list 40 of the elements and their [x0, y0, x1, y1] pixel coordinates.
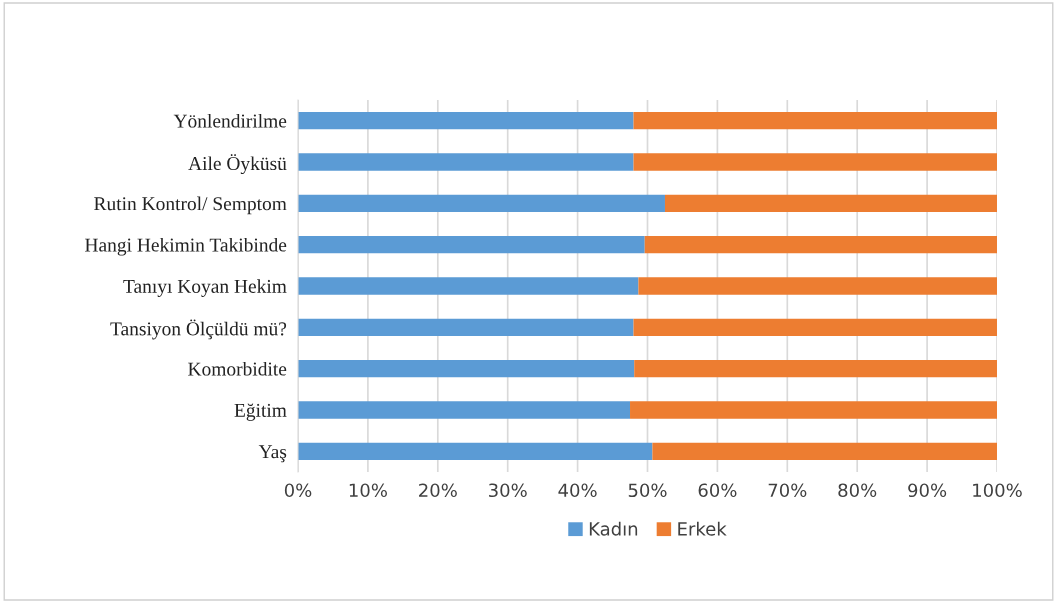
- legend-label: Kadın: [589, 521, 638, 536]
- y-tick-label: Hangi Hekimin Takibinde: [85, 237, 287, 256]
- bar: [634, 359, 997, 378]
- y-tick-label: Yönlendirilme: [173, 113, 287, 128]
- bar: [298, 359, 635, 378]
- x-tick-label: 80%: [838, 483, 877, 498]
- bar: [633, 153, 997, 171]
- x-tick-label: 90%: [908, 483, 947, 498]
- bar: [298, 442, 653, 461]
- legend-label: Erkek: [678, 521, 727, 536]
- bar: [644, 235, 997, 254]
- y-tick-label: Tansiyon Ölçüldü mü?: [110, 319, 287, 340]
- x-tick-label: 50%: [628, 483, 667, 498]
- x-tick-label: 20%: [419, 483, 457, 498]
- bar: [298, 111, 634, 130]
- bar: [664, 194, 997, 213]
- bar: [298, 401, 631, 419]
- x-tick-label: 70%: [768, 483, 807, 498]
- bar: [630, 401, 997, 419]
- bar: [298, 153, 634, 171]
- bar: [298, 194, 665, 213]
- x-tick-label: 60%: [698, 483, 737, 498]
- bar: [298, 277, 639, 295]
- x-tick-label: 40%: [558, 483, 597, 498]
- x-tick-label: 30%: [489, 483, 527, 498]
- bar: [633, 111, 997, 130]
- x-tick-label: 0%: [284, 483, 312, 498]
- y-tick-label: Yaş: [258, 445, 287, 463]
- y-tick-label: Tanıyı Koyan Hekim: [123, 279, 287, 297]
- bar: [298, 318, 634, 337]
- x-tick-label: 100%: [973, 483, 1022, 498]
- y-tick-label: Eğitim: [234, 403, 287, 421]
- bar: [298, 235, 645, 254]
- bar: [638, 277, 997, 295]
- y-tick-label: Rutin Kontrol/ Semptom: [94, 196, 287, 215]
- y-tick-label: Aile Öyküsü: [188, 154, 287, 175]
- x-tick-label: 10%: [349, 483, 387, 498]
- y-tick-label: Komorbidite: [188, 361, 287, 376]
- bar: [633, 318, 997, 337]
- bar: [652, 442, 997, 461]
